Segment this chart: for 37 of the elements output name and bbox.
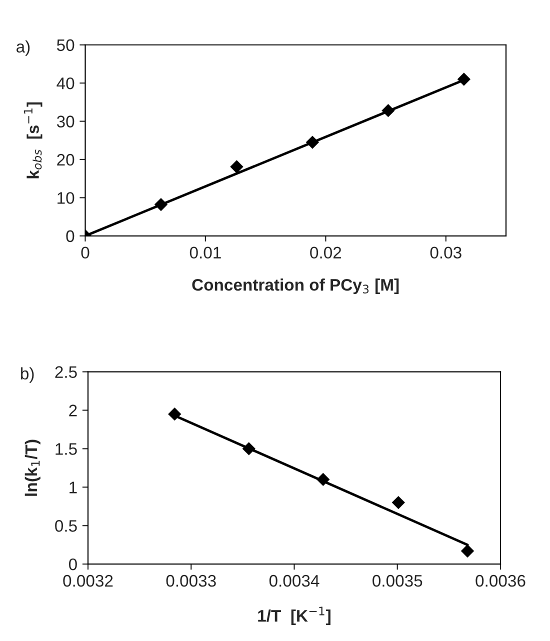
point	[316, 472, 330, 486]
chart-title: a)	[16, 40, 30, 56]
point	[460, 544, 474, 558]
y-tick-label: 1	[70, 482, 77, 494]
point	[230, 160, 244, 174]
point	[306, 136, 320, 149]
x-axis-title: Concentration of PCy$_{3}$ [M]	[192, 278, 399, 294]
x-tick-label: 0.02	[310, 246, 342, 259]
y-tick-label: 2	[69, 404, 77, 416]
point	[392, 496, 405, 510]
x-tick-label: 0	[81, 246, 90, 259]
x-tick-label: 0.0033	[166, 574, 216, 587]
y-tick-label: 0	[68, 558, 77, 570]
point	[154, 198, 168, 212]
x-tick-label: 0.0035	[372, 574, 422, 587]
x-axis-title: 1/T [K$^{−1}$]	[258, 606, 330, 626]
y-tick-label: 0.5	[55, 520, 77, 532]
y-tick-label: 2.5	[55, 366, 77, 378]
point	[457, 72, 471, 86]
y-axis-title: ln(k$_{1}$/T)	[24, 440, 40, 496]
y-tick-label: 40	[56, 77, 74, 90]
point	[382, 104, 395, 118]
point	[168, 408, 182, 421]
x-tick-label: 0.01	[190, 246, 221, 259]
y-tick-label: 50	[56, 39, 74, 52]
x-tick-label: 0.0036	[476, 574, 526, 587]
y-tick-label: 0	[66, 230, 74, 242]
y-tick-label: 30	[56, 116, 74, 128]
point	[242, 442, 256, 456]
y-tick-label: 20	[57, 154, 74, 166]
y-tick-label: 1.5	[56, 443, 77, 455]
x-tick-label: 0.0034	[269, 574, 320, 587]
chart-title: b)	[21, 367, 34, 383]
y-tick-label: 10	[58, 192, 74, 204]
x-tick-label: 0.03	[430, 246, 462, 259]
x-tick-label: 0.0032	[63, 574, 113, 587]
y-axis-title: k$_{obs}$ [s$^{−1}$]	[24, 102, 42, 178]
